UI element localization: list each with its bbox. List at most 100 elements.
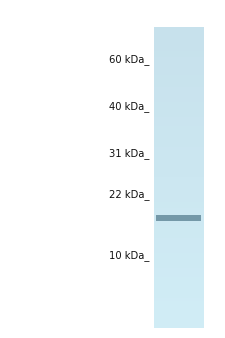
Bar: [154, 48, 204, 51]
Bar: [154, 255, 204, 259]
Bar: [154, 267, 204, 271]
Bar: [154, 321, 204, 325]
Bar: [154, 36, 204, 39]
Bar: [154, 81, 204, 84]
Bar: [154, 198, 204, 201]
Bar: [156, 215, 201, 221]
Bar: [154, 243, 204, 247]
Bar: [154, 192, 204, 195]
Bar: [154, 189, 204, 192]
Bar: [154, 63, 204, 66]
Bar: [154, 213, 204, 217]
Bar: [154, 33, 204, 36]
Bar: [154, 129, 204, 132]
Bar: [154, 135, 204, 138]
Bar: [154, 117, 204, 120]
Bar: [154, 294, 204, 298]
Bar: [154, 300, 204, 304]
Bar: [154, 105, 204, 108]
Bar: [154, 90, 204, 93]
Bar: [154, 45, 204, 48]
Bar: [154, 132, 204, 135]
Bar: [154, 252, 204, 256]
Bar: [154, 222, 204, 225]
Bar: [154, 54, 204, 57]
Bar: [154, 150, 204, 153]
Bar: [154, 87, 204, 90]
Bar: [154, 42, 204, 45]
Bar: [154, 165, 204, 168]
Bar: [154, 126, 204, 129]
Text: 40 kDa_: 40 kDa_: [109, 101, 150, 112]
Bar: [154, 39, 204, 42]
Bar: [154, 315, 204, 319]
Bar: [154, 324, 204, 328]
Bar: [154, 69, 204, 72]
Bar: [154, 310, 204, 313]
Bar: [154, 75, 204, 78]
Bar: [154, 138, 204, 141]
Bar: [154, 288, 204, 292]
Bar: [154, 183, 204, 187]
Bar: [154, 219, 204, 222]
Bar: [154, 177, 204, 180]
Bar: [154, 258, 204, 262]
Text: 22 kDa_: 22 kDa_: [109, 189, 150, 200]
Bar: [154, 280, 204, 283]
Bar: [154, 276, 204, 280]
Bar: [154, 72, 204, 75]
Bar: [154, 228, 204, 232]
Bar: [154, 186, 204, 190]
Bar: [154, 27, 204, 30]
Bar: [154, 99, 204, 102]
Bar: [154, 60, 204, 63]
Bar: [154, 225, 204, 228]
Text: 31 kDa_: 31 kDa_: [109, 148, 150, 159]
Bar: [154, 297, 204, 301]
Text: 10 kDa_: 10 kDa_: [109, 250, 150, 261]
Bar: [154, 30, 204, 33]
Bar: [154, 93, 204, 96]
Bar: [154, 120, 204, 123]
Bar: [154, 304, 204, 307]
Bar: [154, 171, 204, 174]
Bar: [154, 180, 204, 184]
Bar: [154, 307, 204, 310]
Bar: [154, 231, 204, 235]
Bar: [154, 51, 204, 54]
Bar: [154, 123, 204, 126]
Bar: [154, 147, 204, 150]
Bar: [154, 66, 204, 69]
Bar: [154, 96, 204, 99]
Bar: [154, 168, 204, 171]
Bar: [154, 114, 204, 117]
Bar: [154, 285, 204, 289]
Bar: [154, 174, 204, 177]
Bar: [154, 111, 204, 114]
Bar: [154, 240, 204, 244]
Bar: [154, 216, 204, 220]
Bar: [154, 270, 204, 274]
Bar: [154, 249, 204, 252]
Bar: [154, 84, 204, 87]
Bar: [154, 246, 204, 250]
Bar: [154, 144, 204, 147]
Bar: [154, 153, 204, 156]
Bar: [154, 234, 204, 238]
Bar: [154, 108, 204, 111]
Bar: [154, 102, 204, 105]
Bar: [154, 237, 204, 241]
Bar: [154, 318, 204, 322]
Bar: [154, 57, 204, 60]
Bar: [154, 195, 204, 198]
Bar: [154, 141, 204, 144]
Bar: [154, 273, 204, 277]
Bar: [154, 162, 204, 165]
Bar: [154, 159, 204, 162]
Bar: [154, 261, 204, 265]
Bar: [154, 312, 204, 316]
Bar: [154, 78, 204, 81]
Bar: [154, 282, 204, 286]
Bar: [154, 156, 204, 160]
Bar: [154, 204, 204, 208]
